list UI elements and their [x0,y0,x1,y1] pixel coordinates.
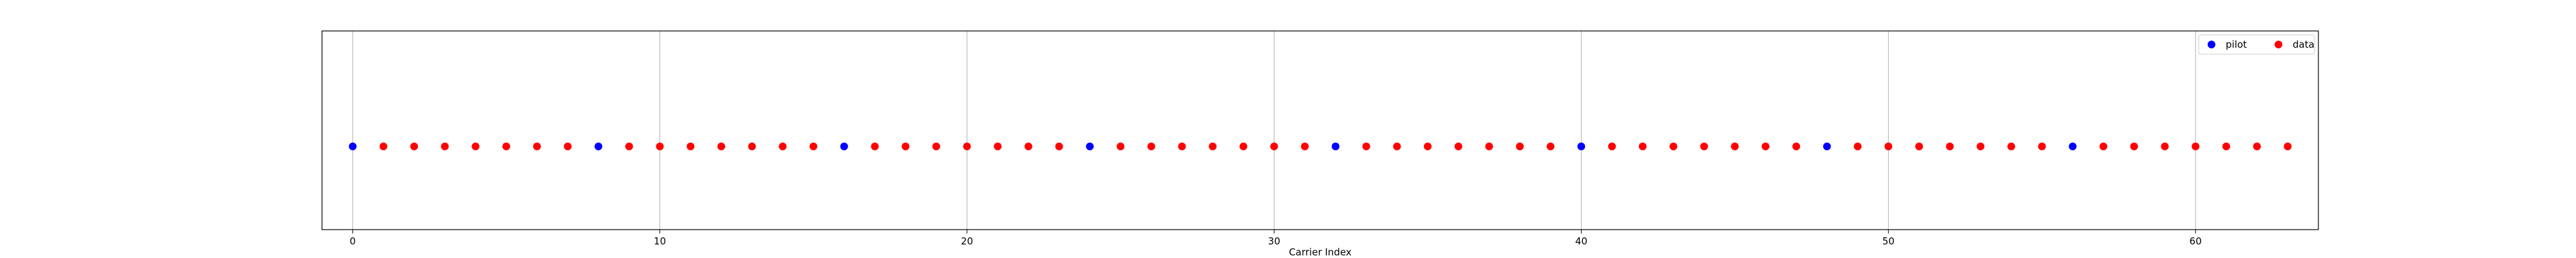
pilot-point [594,143,603,150]
x-tick-label: 10 [654,235,666,247]
data-point [2130,143,2138,150]
data-point [963,143,971,150]
x-tick-label: 40 [1575,235,1587,247]
data-point [717,143,725,150]
data-point [2099,143,2108,150]
legend-box [2198,34,2315,55]
x-tick-label: 50 [1882,235,1895,247]
data-point [1178,143,1186,150]
data-point [1393,143,1401,150]
x-tick-label: 30 [1268,235,1280,247]
data-point [1608,143,1616,150]
x-axis-ticks: 0 10 20 30 40 50 60 [350,230,2202,247]
data-point [533,143,541,150]
data-point [1915,143,1923,150]
data-point [871,143,879,150]
legend-marker-pilot [2208,41,2215,48]
legend-marker-data [2275,41,2282,48]
data-point [410,143,419,150]
data-point [440,143,449,150]
data-point [1976,143,1985,150]
data-points [348,143,2292,150]
legend-label-data: data [2293,39,2315,50]
data-point [1055,143,1063,150]
data-point [1546,143,1555,150]
legend: pilot data [2198,34,2315,55]
pilot-point [1086,143,1094,150]
data-point [1024,143,1032,150]
pilot-point [1577,143,1586,150]
data-point [1147,143,1155,150]
data-point [810,143,818,150]
x-tick-label: 0 [350,235,356,247]
data-point [1516,143,1524,150]
data-point [2161,143,2169,150]
pilot-point [348,143,357,150]
data-point [932,143,940,150]
data-point [502,143,511,150]
data-point [1853,143,1862,150]
data-point [1117,143,1124,150]
data-point [2253,143,2261,150]
data-point [1270,143,1278,150]
data-point [1454,143,1463,150]
data-point [748,143,756,150]
data-point [1669,143,1678,150]
data-point [1700,143,1709,150]
x-tick-label: 20 [961,235,973,247]
pilot-point [1331,143,1340,150]
plot-frame [321,30,2319,230]
data-point [625,143,633,150]
data-point [1946,143,1954,150]
data-point [2192,143,2200,150]
data-point [2038,143,2046,150]
grid-lines [352,31,2196,230]
pilot-point [840,143,848,150]
legend-label-pilot: pilot [2226,39,2247,50]
data-point [1792,143,1801,150]
data-point [2007,143,2016,150]
data-point [1209,143,1217,150]
data-point [379,143,388,150]
data-point [564,143,572,150]
data-point [687,143,695,150]
data-point [1761,143,1770,150]
data-point [1638,143,1647,150]
data-point [1884,143,1893,150]
data-point [1362,143,1370,150]
data-point [1301,143,1309,150]
pilot-point [2069,143,2077,150]
x-tick-label: 60 [2190,235,2202,247]
data-point [2222,143,2230,150]
data-point [994,143,1002,150]
data-point [1730,143,1739,150]
x-axis-label: Carrier Index [1289,246,1351,258]
data-point [471,143,480,150]
data-point [1423,143,1432,150]
data-point [656,143,664,150]
data-point [902,143,910,150]
data-point [1485,143,1493,150]
data-point [1239,143,1247,150]
data-point [2284,143,2292,150]
data-point [779,143,787,150]
pilot-point [1823,143,1831,150]
